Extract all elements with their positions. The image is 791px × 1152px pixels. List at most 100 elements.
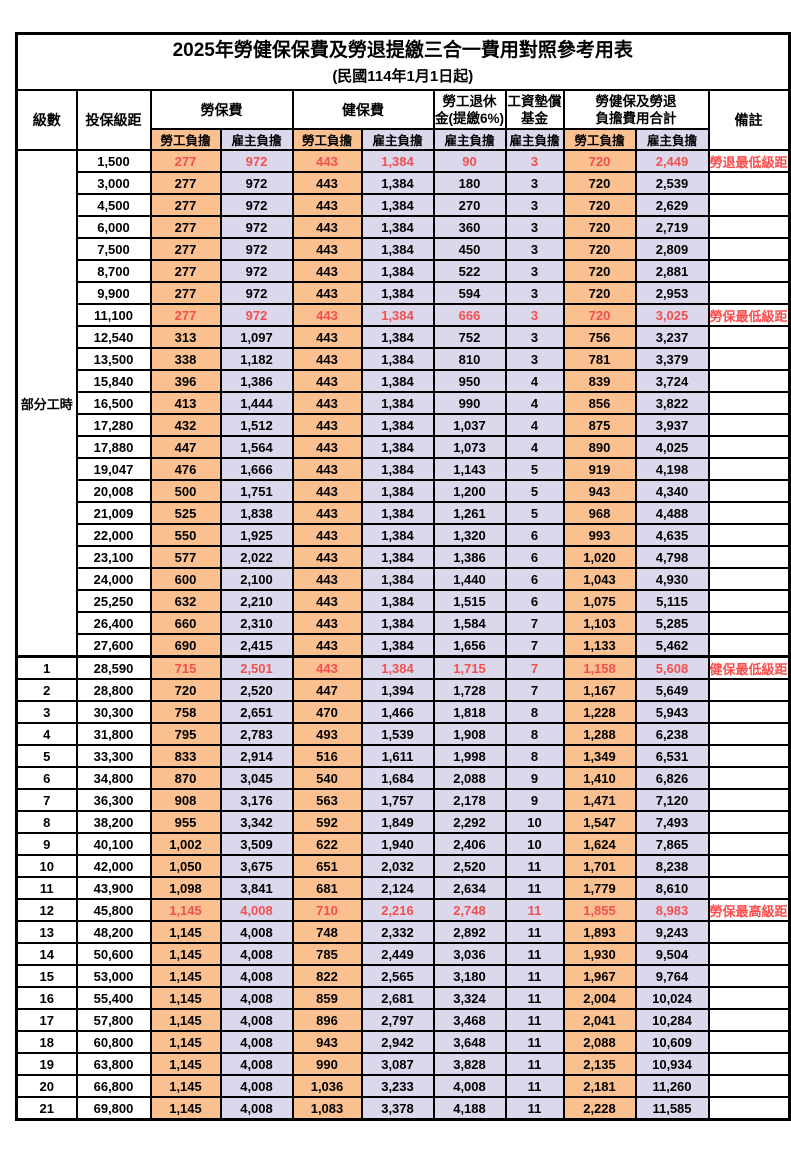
- health-employee-cell: 563: [291, 788, 363, 812]
- remark-cell: [707, 193, 791, 217]
- labor-employee-cell: 795: [149, 722, 222, 746]
- health-employee-cell: 443: [291, 369, 363, 393]
- bracket-cell: 24,000: [75, 567, 152, 591]
- pension-employer-cell: 990: [432, 391, 507, 415]
- total-employee-cell: 720: [562, 193, 637, 217]
- health-employee-cell: 443: [291, 325, 363, 349]
- labor-employer-cell: 972: [219, 193, 294, 217]
- total-employee-cell: 1,893: [562, 920, 637, 944]
- health-employer-cell: 2,332: [360, 920, 435, 944]
- total-employee-cell: 993: [562, 523, 637, 547]
- bracket-cell: 11,100: [75, 303, 152, 327]
- bracket-cell: 60,800: [75, 1030, 152, 1054]
- labor-employee-cell: 1,145: [149, 1074, 222, 1098]
- wage-fund-employer-cell: 11: [504, 1074, 565, 1098]
- wage-fund-employer-cell: 6: [504, 567, 565, 591]
- table-row: 19 63,800 1,145 4,008 990 3,087 3,828 11 2,135 10…: [15, 1052, 791, 1076]
- health-employer-cell: 2,565: [360, 964, 435, 988]
- health-employee-cell: 443: [291, 545, 363, 569]
- wage-fund-employer-cell: 7: [504, 655, 565, 680]
- total-employee-cell: 2,135: [562, 1052, 637, 1076]
- labor-employer-cell: 972: [219, 303, 294, 327]
- total-employee-cell: 2,228: [562, 1096, 637, 1121]
- wage-fund-employer-cell: 9: [504, 766, 565, 790]
- total-employee-cell: 890: [562, 435, 637, 459]
- pension-employer-cell: 810: [432, 347, 507, 371]
- labor-employer-cell: 3,841: [219, 876, 294, 900]
- labor-employee-cell: 277: [149, 193, 222, 217]
- pension-employer-cell: 360: [432, 215, 507, 239]
- col-header-health-insurance: 健保費: [291, 89, 435, 130]
- labor-employer-cell: 972: [219, 281, 294, 305]
- total-employee-cell: 720: [562, 215, 637, 239]
- remark-cell: [707, 920, 791, 944]
- table-row: 6,000 277 972 443 1,384 360 3 720 2,719: [17, 215, 791, 239]
- wage-fund-employer-cell: 8: [504, 722, 565, 746]
- table-row: 23,100 577 2,022 443 1,384 1,386 6 1,020 4,798: [17, 545, 791, 569]
- bracket-cell: 53,000: [75, 964, 152, 988]
- pension-employer-cell: 1,261: [432, 501, 507, 525]
- remark-cell: [707, 744, 791, 768]
- labor-employee-cell: 447: [149, 435, 222, 459]
- health-employer-cell: 1,757: [360, 788, 435, 812]
- health-employee-cell: 443: [291, 259, 363, 283]
- labor-employee-cell: 600: [149, 567, 222, 591]
- pension-employer-cell: 2,520: [432, 854, 507, 878]
- pension-employer-cell: 4,008: [432, 1074, 507, 1098]
- level-cell: 20: [15, 1074, 78, 1098]
- pension-employer-cell: 2,178: [432, 788, 507, 812]
- table-row: 7 36,300 908 3,176 563 1,757 2,178 9 1,471 7,120: [15, 788, 791, 812]
- bracket-cell: 8,700: [75, 259, 152, 283]
- health-employer-cell: 1,384: [360, 325, 435, 349]
- health-employee-cell: 943: [291, 1030, 363, 1054]
- total-employee-cell: 1,133: [562, 633, 637, 658]
- level-cell: 17: [15, 1008, 78, 1032]
- labor-employer-cell: 2,210: [219, 589, 294, 613]
- labor-employer-cell: 972: [219, 237, 294, 261]
- health-employer-cell: 1,384: [360, 303, 435, 327]
- table-header: 2025年勞健保保費及勞退提繳三合一費用對照參考用表 (民國114年1月1日起)…: [15, 32, 791, 151]
- labor-employer-cell: 4,008: [219, 1052, 294, 1076]
- health-employer-cell: 1,384: [360, 633, 435, 658]
- table-row: 17 57,800 1,145 4,008 896 2,797 3,468 11 2,041 10…: [15, 1008, 791, 1032]
- health-employee-cell: 443: [291, 457, 363, 481]
- wage-fund-employer-cell: 11: [504, 1096, 565, 1121]
- total-employee-cell: 2,181: [562, 1074, 637, 1098]
- wage-fund-employer-cell: 3: [504, 259, 565, 283]
- bracket-cell: 66,800: [75, 1074, 152, 1098]
- wage-fund-employer-cell: 11: [504, 920, 565, 944]
- remark-cell: [707, 810, 791, 834]
- labor-employer-cell: 2,520: [219, 678, 294, 702]
- labor-employee-cell: 277: [149, 171, 222, 195]
- health-employee-cell: 443: [291, 171, 363, 195]
- remark-cell: [707, 832, 791, 856]
- remark-cell: [707, 1030, 791, 1054]
- total-employee-cell: 1,855: [562, 898, 637, 922]
- remark-cell: [707, 611, 791, 635]
- table-row: 21,009 525 1,838 443 1,384 1,261 5 968 4,488: [17, 501, 791, 525]
- labor-employer-cell: 1,097: [219, 325, 294, 349]
- bracket-cell: 69,800: [75, 1096, 152, 1121]
- total-employer-cell: 3,937: [634, 413, 710, 437]
- bracket-cell: 63,800: [75, 1052, 152, 1076]
- pension-employer-cell: 2,406: [432, 832, 507, 856]
- subheader-pension-employer: 雇主負擔: [432, 128, 507, 151]
- wage-fund-employer-cell: 3: [504, 237, 565, 261]
- total-employer-cell: 7,493: [634, 810, 710, 834]
- labor-employer-cell: 1,182: [219, 347, 294, 371]
- remark-cell: [707, 545, 791, 569]
- subheader-health-employer: 雇主負擔: [360, 128, 435, 151]
- labor-employer-cell: 1,666: [219, 457, 294, 481]
- total-employer-cell: 8,983: [634, 898, 710, 922]
- table-row: 13,500 338 1,182 443 1,384 810 3 781 3,379: [17, 347, 791, 371]
- labor-employee-cell: 758: [149, 700, 222, 724]
- total-employer-cell: 2,719: [634, 215, 710, 239]
- remark-cell: [707, 1096, 791, 1121]
- total-employer-cell: 5,649: [634, 678, 710, 702]
- total-employee-cell: 919: [562, 457, 637, 481]
- health-employer-cell: 1,384: [360, 237, 435, 261]
- total-employee-cell: 1,547: [562, 810, 637, 834]
- wage-fund-employer-cell: 3: [504, 171, 565, 195]
- remark-cell: [707, 435, 791, 459]
- total-employee-cell: 1,701: [562, 854, 637, 878]
